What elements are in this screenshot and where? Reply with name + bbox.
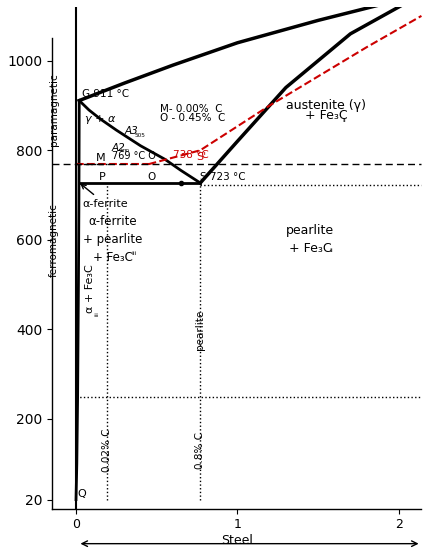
Text: ᵢᵢ: ᵢᵢ bbox=[329, 244, 333, 254]
Text: 769 °C O: 769 °C O bbox=[111, 151, 155, 161]
Text: Q: Q bbox=[78, 489, 86, 499]
Text: α-ferrite
+ pearlite
+ Fe₃C: α-ferrite + pearlite + Fe₃C bbox=[83, 216, 143, 264]
Text: ₅₀₅: ₅₀₅ bbox=[135, 130, 146, 138]
Text: ᵢᵢᵢ: ᵢᵢᵢ bbox=[92, 311, 101, 316]
X-axis label: Steel: Steel bbox=[221, 534, 253, 547]
Text: O: O bbox=[147, 172, 155, 182]
Text: M: M bbox=[96, 153, 106, 163]
Text: austenite (γ): austenite (γ) bbox=[286, 99, 366, 112]
Text: α-ferrite: α-ferrite bbox=[81, 184, 128, 209]
Text: 738 °C: 738 °C bbox=[173, 150, 209, 160]
Text: pearlite
+ Fe₃C: pearlite + Fe₃C bbox=[286, 224, 334, 255]
Text: ferromagnetic: ferromagnetic bbox=[49, 203, 59, 277]
Text: α + Fe₃C: α + Fe₃C bbox=[85, 265, 95, 314]
Text: A2: A2 bbox=[111, 142, 125, 152]
Text: pearlite: pearlite bbox=[195, 309, 205, 350]
Text: 0.02% C: 0.02% C bbox=[101, 429, 112, 472]
Text: paramagnetic: paramagnetic bbox=[49, 74, 59, 146]
Text: ₘₒ: ₘₒ bbox=[120, 145, 130, 154]
Text: γ + α: γ + α bbox=[85, 114, 115, 124]
Text: ᵢᵢ: ᵢᵢ bbox=[342, 114, 346, 124]
Text: P: P bbox=[99, 172, 106, 182]
Text: M- 0.00%  C: M- 0.00% C bbox=[160, 104, 222, 114]
Text: S': S' bbox=[196, 152, 206, 162]
Text: 0.8% C: 0.8% C bbox=[195, 432, 205, 469]
Text: O - 0.45%  C: O - 0.45% C bbox=[160, 112, 225, 122]
Text: ᵢᵢᵢ: ᵢᵢᵢ bbox=[132, 247, 137, 257]
Text: G 911 °C: G 911 °C bbox=[83, 89, 129, 99]
Text: + Fe₃C: + Fe₃C bbox=[305, 109, 347, 122]
Text: S 723 °C: S 723 °C bbox=[200, 172, 246, 182]
Text: A3: A3 bbox=[124, 126, 138, 136]
